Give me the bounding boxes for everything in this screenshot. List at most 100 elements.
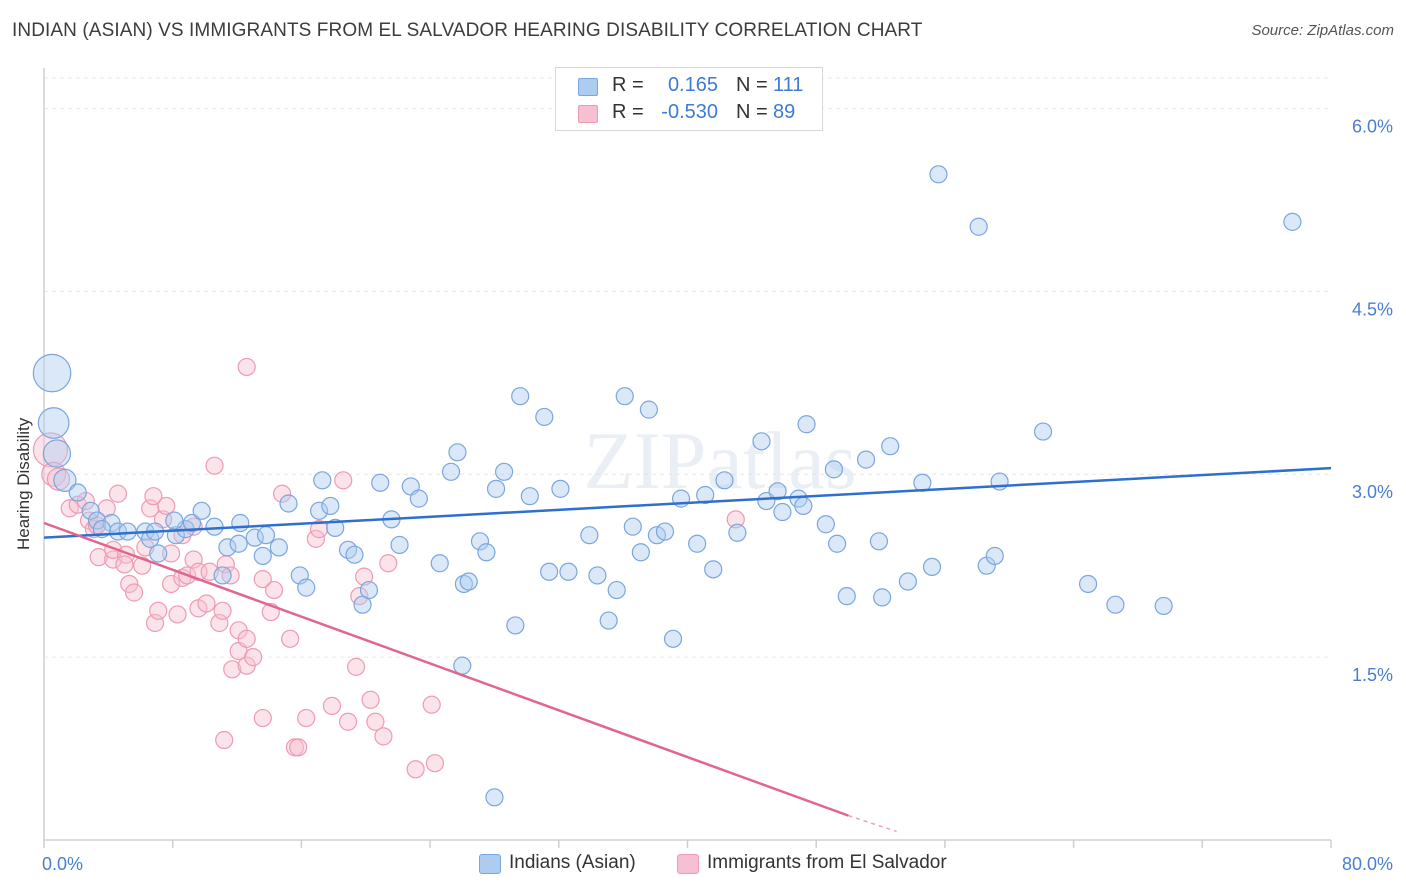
blue-point bbox=[313, 471, 332, 490]
blue-point bbox=[459, 572, 478, 591]
blue-point bbox=[229, 534, 248, 553]
blue-point bbox=[599, 611, 618, 630]
legend-label: Indians (Asian) bbox=[509, 852, 636, 873]
pink-swatch bbox=[677, 854, 699, 874]
legend-row-blue: R = 0.165 N = 111 bbox=[556, 72, 822, 100]
blue-point bbox=[794, 496, 813, 516]
pink-point bbox=[264, 580, 284, 600]
blue-point bbox=[607, 580, 626, 600]
blue-trend-line bbox=[43, 466, 1332, 539]
blue-point bbox=[869, 532, 889, 551]
pink-point bbox=[89, 548, 108, 567]
blue-point bbox=[454, 574, 473, 594]
pink-point bbox=[253, 569, 272, 589]
blue-point bbox=[297, 578, 316, 597]
pink-point bbox=[161, 544, 181, 563]
pink-point bbox=[32, 432, 69, 468]
pink-point bbox=[361, 690, 380, 709]
blue-point bbox=[773, 502, 792, 522]
pink-point bbox=[272, 484, 292, 503]
blue-point bbox=[245, 528, 264, 547]
blue-point bbox=[149, 544, 168, 563]
r-value: 0.165 bbox=[667, 74, 718, 96]
blue-point bbox=[752, 432, 771, 451]
blue-point bbox=[797, 415, 816, 434]
blue-point bbox=[728, 523, 747, 542]
pink-point bbox=[237, 357, 256, 377]
pink-point bbox=[309, 520, 329, 539]
blue-point bbox=[477, 543, 496, 562]
blue-swatch bbox=[479, 854, 501, 874]
pink-point bbox=[157, 496, 176, 516]
legend-label: Immigrants from El Salvador bbox=[707, 852, 947, 873]
pink-point bbox=[197, 594, 216, 613]
blue-point bbox=[165, 511, 184, 530]
blue-point bbox=[182, 513, 202, 533]
blue-point bbox=[205, 517, 224, 536]
blue-point bbox=[506, 616, 525, 635]
pink-point bbox=[108, 484, 128, 503]
r-label: R = bbox=[612, 101, 644, 123]
pink-point bbox=[297, 708, 316, 728]
y-tick-label: 1.5% bbox=[1352, 665, 1393, 685]
pink-point bbox=[306, 529, 325, 548]
blue-point bbox=[704, 560, 723, 579]
y-axis-label: Hearing Disability bbox=[14, 417, 33, 550]
blue-point bbox=[985, 546, 1004, 566]
blue-point bbox=[218, 538, 237, 557]
blue-point bbox=[326, 518, 345, 537]
axes bbox=[43, 68, 1332, 848]
pink-swatch bbox=[578, 105, 598, 123]
blue-point bbox=[231, 513, 250, 533]
pink-point bbox=[338, 712, 358, 731]
blue-point bbox=[551, 479, 570, 498]
blue-point bbox=[37, 407, 70, 439]
blue-point bbox=[837, 587, 856, 606]
pink-point bbox=[322, 696, 342, 715]
pink-point bbox=[244, 648, 263, 667]
r-value: -0.530 bbox=[661, 101, 718, 123]
blue-point bbox=[118, 522, 137, 541]
blue-point bbox=[768, 482, 787, 501]
pink-point bbox=[149, 601, 168, 620]
blue-point bbox=[87, 511, 107, 530]
watermark: ZIPatlas bbox=[583, 415, 856, 506]
blue-point bbox=[453, 656, 472, 675]
blue-point bbox=[53, 468, 77, 492]
blue-point bbox=[816, 515, 835, 534]
blue-point bbox=[559, 562, 578, 581]
blue-point bbox=[580, 526, 599, 545]
blue-point bbox=[359, 580, 379, 600]
pink-point bbox=[425, 754, 445, 773]
blue-point bbox=[213, 566, 232, 585]
blue-point bbox=[486, 479, 506, 498]
pink-point bbox=[120, 574, 139, 594]
blue-point bbox=[345, 545, 364, 564]
pink-point bbox=[237, 629, 256, 648]
blue-point bbox=[922, 557, 942, 576]
blue-point bbox=[279, 494, 298, 513]
blue-point bbox=[68, 483, 87, 502]
blue-point bbox=[430, 554, 449, 573]
pink-point bbox=[334, 471, 353, 490]
blue-point bbox=[32, 353, 72, 393]
pink-point bbox=[223, 660, 242, 679]
pink-point bbox=[355, 567, 374, 586]
pink-point bbox=[144, 487, 163, 506]
blue-point bbox=[715, 471, 734, 490]
blue-point bbox=[688, 534, 707, 553]
blue-point bbox=[655, 522, 675, 541]
blue-point bbox=[409, 489, 428, 508]
pink-point bbox=[726, 510, 745, 529]
pink-point bbox=[406, 760, 425, 779]
pink-point bbox=[366, 712, 385, 731]
blue-point bbox=[321, 496, 340, 516]
n-value: 89 bbox=[773, 101, 796, 123]
blue-point bbox=[873, 588, 892, 607]
blue-point bbox=[448, 443, 467, 462]
pink-point bbox=[213, 601, 232, 620]
pink-point bbox=[346, 657, 366, 676]
blue-point bbox=[856, 450, 876, 469]
blue-point bbox=[1154, 596, 1173, 616]
